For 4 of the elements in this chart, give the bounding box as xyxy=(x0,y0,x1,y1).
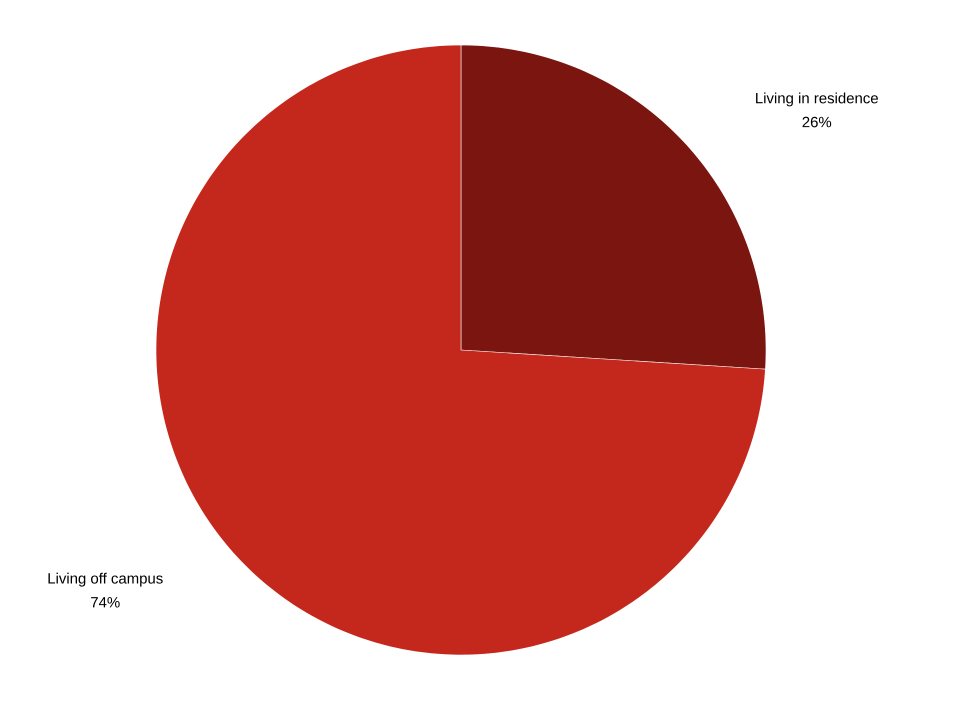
slice-label: Living off campus xyxy=(48,572,163,587)
data-label: 26% xyxy=(802,116,832,128)
data-label: 74% xyxy=(91,597,120,608)
slice-label: Living in residence xyxy=(756,92,878,106)
